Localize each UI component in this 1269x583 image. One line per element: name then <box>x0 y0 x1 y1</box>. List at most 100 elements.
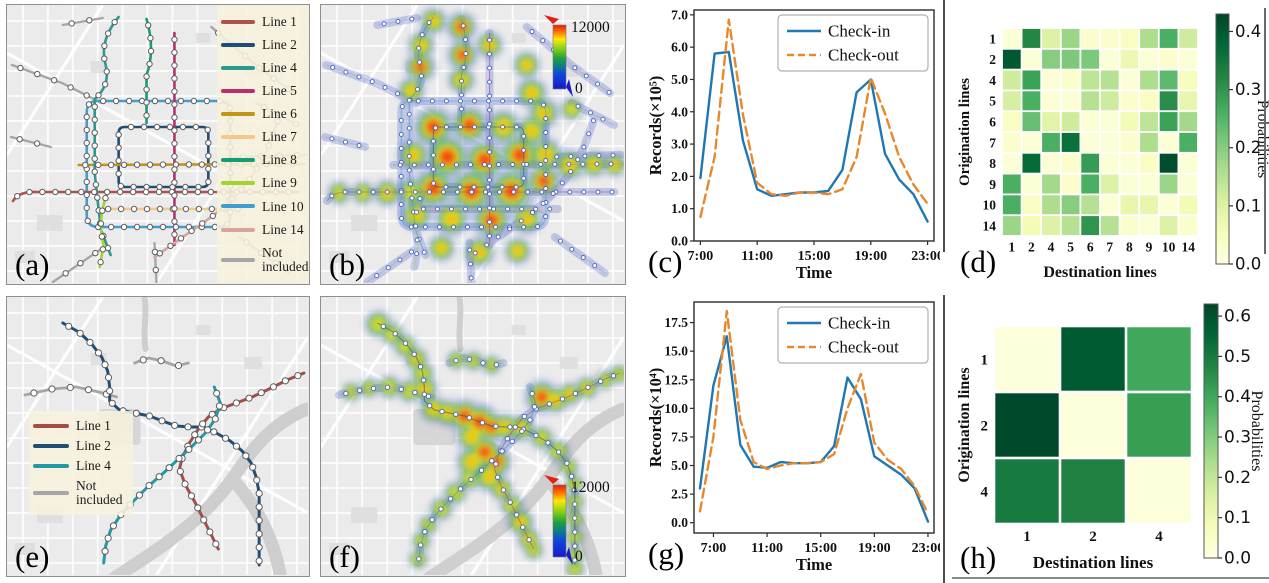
station-markers <box>459 23 469 112</box>
metro-line-legend: Line 1 Line 2 Line 4 Line 5 Line 6 Line 7 Line… <box>217 5 309 283</box>
heatmap-cell <box>1061 153 1080 173</box>
panel-heatmap-beijing: 12000 0 (b) <box>320 4 626 285</box>
x-tick-label: 11:00 <box>741 249 773 264</box>
colorbar-tick-label: 0.1 <box>1224 508 1251 528</box>
legend-line-label: Line 7 <box>262 129 297 145</box>
col-label: 9 <box>1146 240 1153 255</box>
heatmap-cell <box>1100 195 1119 215</box>
column-divider <box>943 295 945 583</box>
station-markers <box>416 390 538 562</box>
panel-metro-map-changsha: Line 1 Line 2 Line 4 Not included (e) <box>6 296 310 577</box>
legend-series-label: Check-in <box>828 22 891 41</box>
heatmap-cell <box>1081 174 1100 194</box>
y-tick-label: 17.5 <box>664 315 688 330</box>
panel-letter-g: (g) <box>648 536 685 571</box>
legend-line-label: Line 5 <box>262 83 297 98</box>
heatmap-cell <box>1159 174 1178 194</box>
legend-series-label: Check-out <box>828 46 899 65</box>
panel-od-matrix-changsha: 1 2 4 1 2 4 Destination lines Origination lines… <box>958 296 1269 579</box>
legend-line-label: Line 10 <box>262 198 304 214</box>
heatmap-cell <box>1120 132 1139 152</box>
col-label: 6 <box>1087 240 1094 255</box>
legend-line-swatch <box>221 65 255 70</box>
heatmap-cell <box>1179 132 1198 152</box>
heatmap-cell <box>1179 195 1198 215</box>
row-label: 10 <box>983 198 997 213</box>
legend-item: Line 4 <box>221 61 305 75</box>
station-markers <box>558 238 598 269</box>
heatmap-cell <box>1061 132 1080 152</box>
heatmap-cell <box>1140 28 1158 48</box>
row-label: 4 <box>989 73 996 88</box>
station-markers <box>16 136 41 147</box>
legend-line-label: Line 4 <box>76 458 111 474</box>
heatmap-cell <box>1042 132 1060 152</box>
heatmap-cell <box>1042 153 1060 173</box>
line-chart-beijing: 0.0 1.0 2.0 3.0 4.0 5.0 6.0 7.0 7:00 11:00 15:00 19… <box>648 2 940 287</box>
station-markers <box>30 383 110 398</box>
colorbar-tick-label: 0.3 <box>1235 80 1261 99</box>
y-tick-label: 0.0 <box>671 234 688 249</box>
station-markers <box>17 64 90 99</box>
heatmap-cell <box>1061 70 1080 90</box>
heatmap-cell <box>1179 49 1198 69</box>
heatmap-cell <box>1140 49 1158 69</box>
x-tick-label: 23:00 <box>912 541 940 556</box>
panel-letter-d: (d) <box>960 244 997 279</box>
x-tick-label: 7:00 <box>701 541 727 556</box>
heatmap-cell <box>1042 91 1060 111</box>
flow-heatmap-beijing <box>321 5 624 283</box>
colorbar-gradient <box>1203 303 1219 559</box>
station-markers <box>554 152 616 160</box>
y-tick-label: 15.0 <box>664 344 688 359</box>
max-arrow-icon <box>544 475 559 484</box>
col-label: 7 <box>1106 240 1113 255</box>
y-tick-label: 12.5 <box>664 372 688 387</box>
panel-heatmap-changsha: 12000 0 (f) <box>320 296 626 577</box>
station-markers <box>329 136 362 148</box>
x-tick-label: 7:00 <box>688 249 714 264</box>
heatmap-cell <box>1179 153 1198 173</box>
line-chart-changsha: 0.0 2.5 5.0 7.5 10.0 12.5 15.0 17.5 7:00 11:00 15:… <box>648 294 940 579</box>
station-markers <box>97 194 109 266</box>
row-label: 9 <box>989 177 996 192</box>
metro-map-changsha <box>7 297 308 575</box>
station-markers <box>397 161 614 168</box>
heatmap-cell <box>1042 195 1060 215</box>
row-label: 6 <box>989 114 996 129</box>
station-markers <box>329 189 615 199</box>
heatmap-cell <box>1159 132 1178 152</box>
heatmap-cell <box>1179 216 1198 236</box>
heat-colorbar: 12000 0 <box>544 475 610 565</box>
heatmap-cell <box>1179 112 1198 132</box>
heatmap-cell <box>1022 216 1041 236</box>
y-tick-label: 5.0 <box>671 458 688 473</box>
station-markers <box>380 323 578 563</box>
colorbar-tick-label: 0.0 <box>1235 255 1261 274</box>
heatmap-cell <box>1120 91 1139 111</box>
heatmap-cell <box>1002 49 1021 69</box>
heatmap-cell <box>1002 28 1021 48</box>
heatmap-cell <box>1140 132 1158 152</box>
heatmap-cell <box>1100 112 1119 132</box>
legend-line-label: Line 4 <box>262 59 297 75</box>
heatmap-cell <box>1081 153 1100 173</box>
col-label: 8 <box>1126 240 1133 255</box>
heat-colorbar: 12000 0 <box>544 15 610 97</box>
heatmap-cell <box>1042 112 1060 132</box>
x-tick-label: 23:00 <box>911 249 940 264</box>
station-markers <box>62 249 99 277</box>
heatmap-cell <box>1002 216 1021 236</box>
legend-line-label: Line 14 <box>262 221 304 237</box>
heatmap-cell <box>1159 91 1178 111</box>
colorbar-tick-label: 0.4 <box>1235 22 1261 41</box>
y-axis-label: Records(×10⁵) <box>648 76 665 176</box>
colorbar-gradient <box>552 24 567 90</box>
chart-canvas: 0.0 1.0 2.0 3.0 4.0 5.0 6.0 7.0 7:00 11:00 15:00 19… <box>648 7 940 282</box>
heatmap-cell <box>1081 28 1100 48</box>
legend-line-swatch <box>221 42 255 47</box>
panel-records-chart-changsha: 0.0 2.5 5.0 7.5 10.0 12.5 15.0 17.5 7:00 11:00 15:… <box>648 294 940 579</box>
series-check-in <box>698 335 930 523</box>
flow-heatmap-changsha <box>321 297 624 575</box>
